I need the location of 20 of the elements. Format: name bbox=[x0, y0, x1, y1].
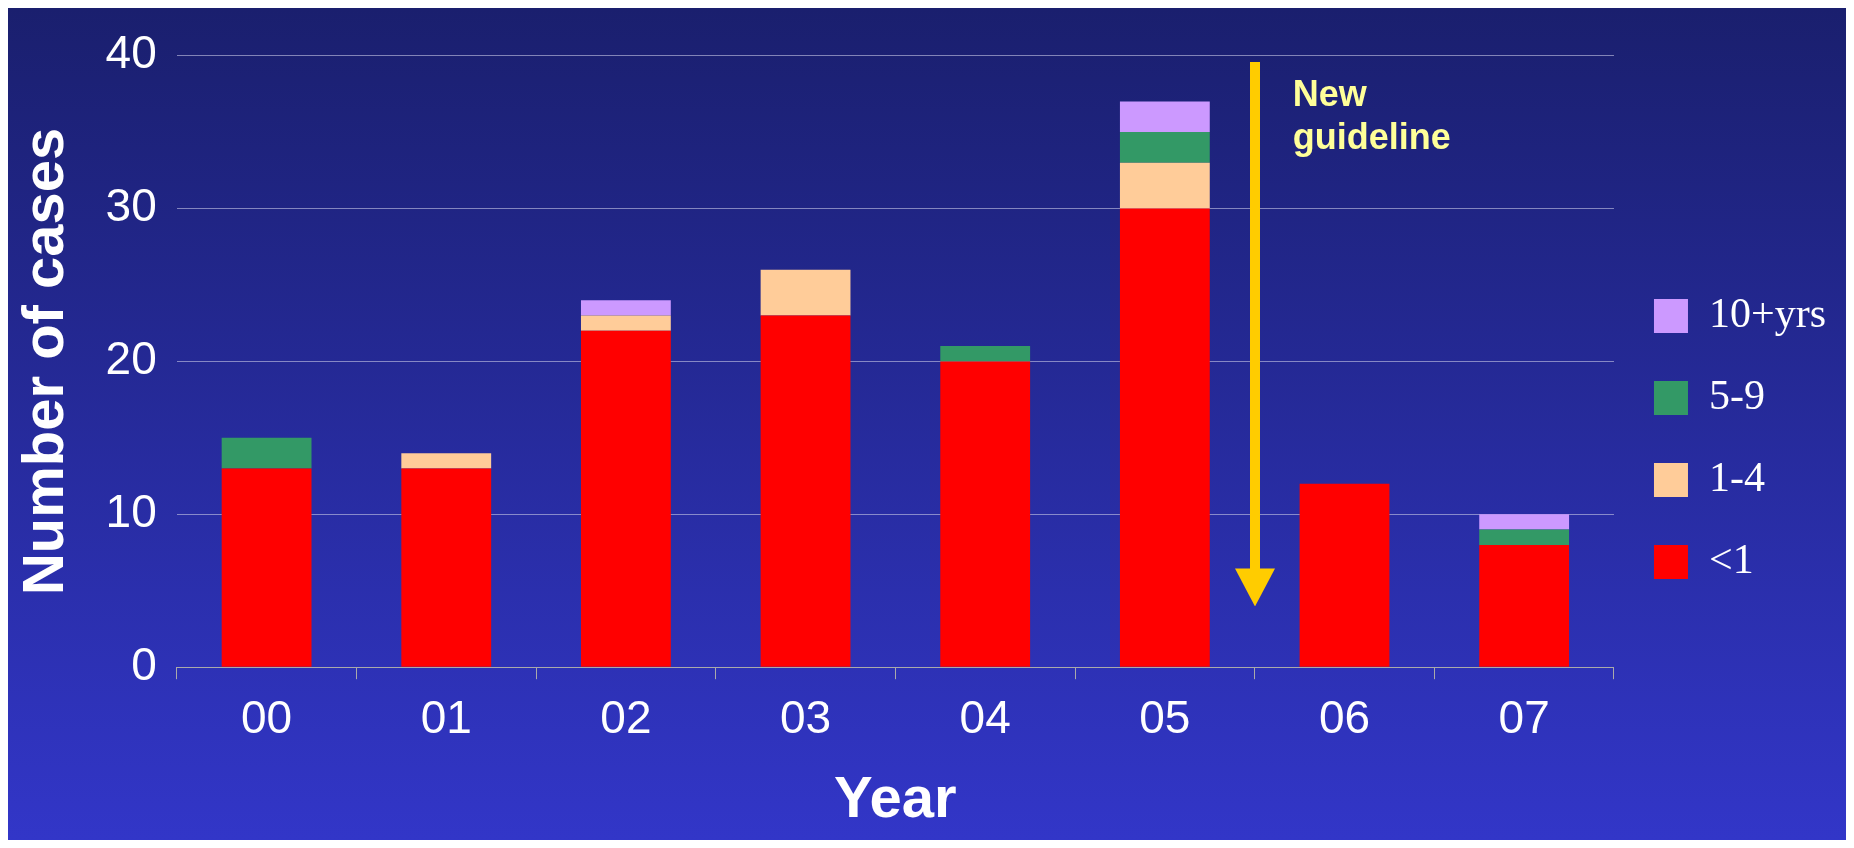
x-tick-label: 01 bbox=[420, 691, 472, 744]
x-tick-label: 04 bbox=[959, 691, 1011, 744]
x-tick-label: 03 bbox=[779, 691, 832, 744]
y-tick-label: 10 bbox=[105, 484, 157, 537]
x-tick-label: 02 bbox=[600, 691, 652, 744]
x-tick-label: 05 bbox=[1139, 691, 1191, 744]
legend-label: 10+yrs bbox=[1708, 290, 1827, 337]
y-tick-label: 20 bbox=[105, 332, 157, 385]
x-tick-label: 07 bbox=[1498, 691, 1550, 744]
y-tick-label: 40 bbox=[105, 26, 157, 79]
annotation: New guideline bbox=[1292, 71, 1452, 158]
x-axis-title: Year bbox=[834, 764, 957, 830]
legend-label: 5-9 bbox=[1708, 372, 1765, 419]
legend-label: 1-4 bbox=[1708, 454, 1765, 501]
legend-label: <1 bbox=[1708, 536, 1754, 583]
x-tick-label: 00 bbox=[241, 691, 293, 744]
x-tick-label: 06 bbox=[1318, 691, 1371, 744]
y-tick-label: 0 bbox=[131, 637, 157, 690]
y-tick-label: 30 bbox=[105, 179, 157, 232]
y-axis-title: Number of cases bbox=[9, 127, 75, 596]
